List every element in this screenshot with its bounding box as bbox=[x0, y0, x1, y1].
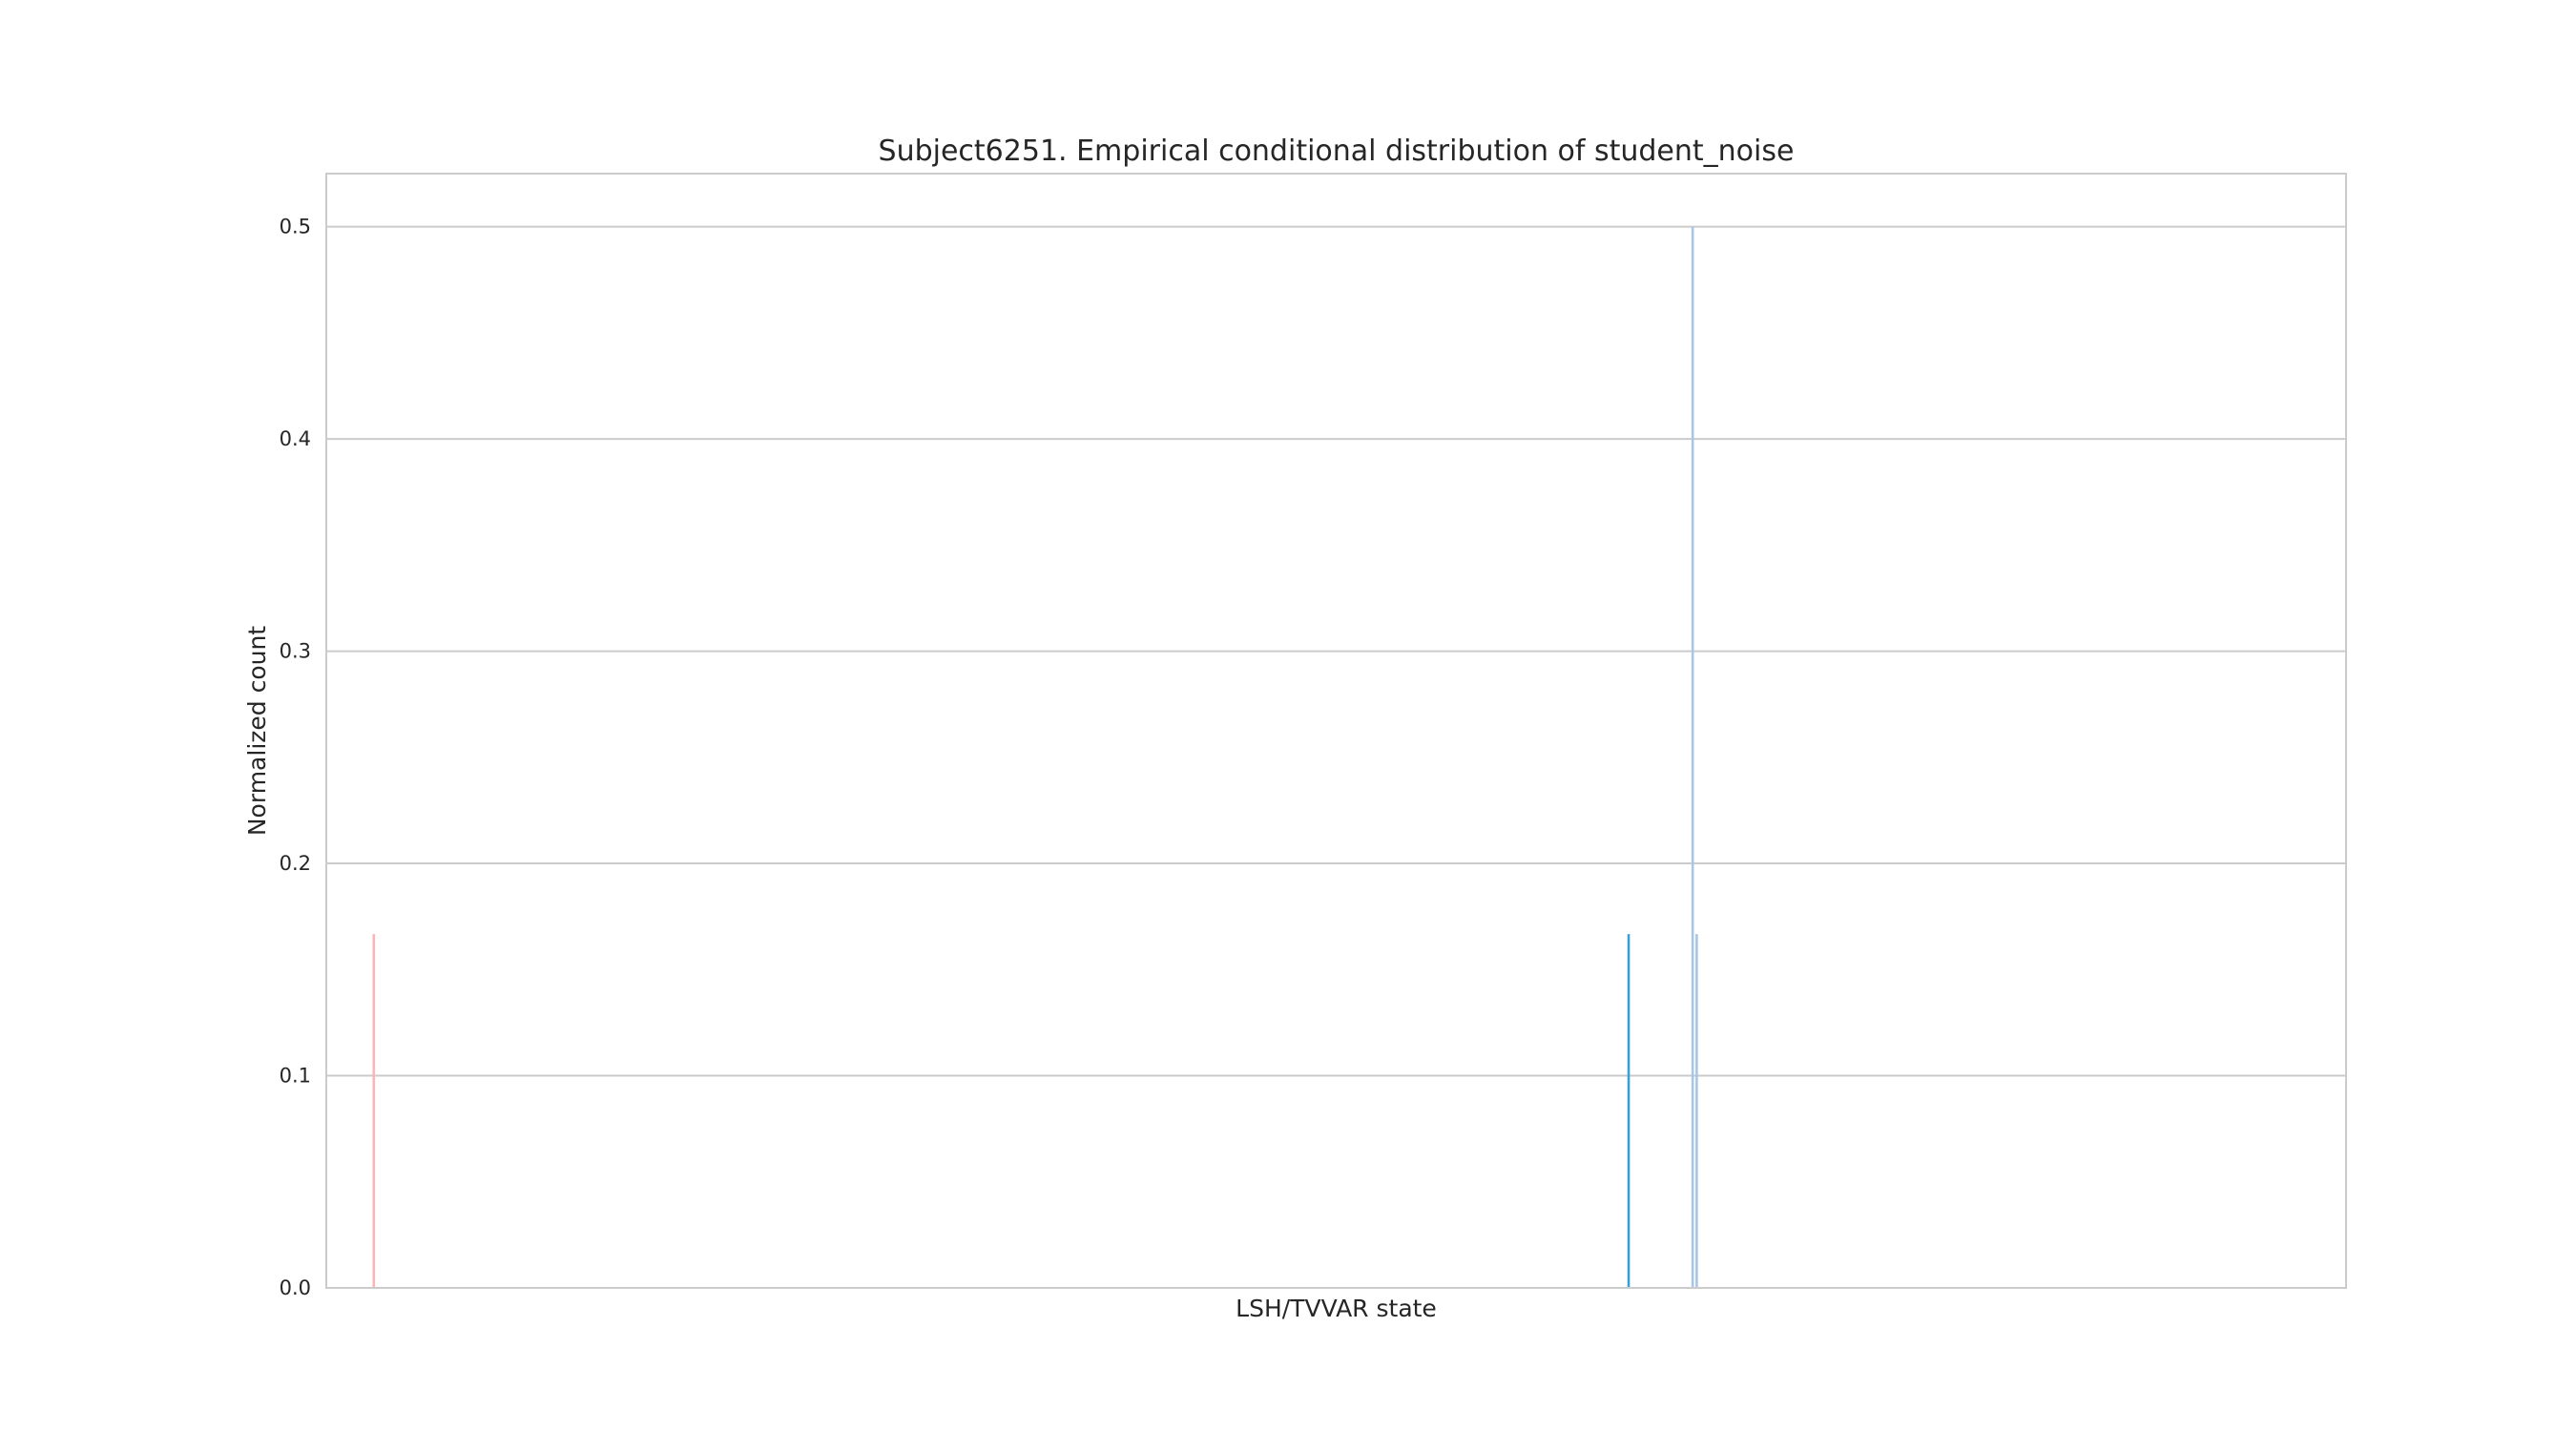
bar bbox=[1627, 934, 1631, 1288]
grid-lines bbox=[326, 225, 2346, 1289]
y-tick-label: 0.1 bbox=[280, 1065, 311, 1088]
plot-frame bbox=[325, 173, 2347, 1289]
bar bbox=[1695, 934, 1698, 1288]
y-axis-label: Normalized count bbox=[243, 626, 271, 836]
y-tick-label: 0.3 bbox=[280, 640, 311, 663]
y-tick-label: 0.2 bbox=[280, 852, 311, 875]
y-tick-label: 0.4 bbox=[280, 427, 311, 450]
x-axis-label: LSH/TVVAR state bbox=[1236, 1295, 1437, 1322]
bar bbox=[372, 934, 376, 1288]
y-tick-labels: 0.0 0.1 0.2 0.3 0.4 0.5 bbox=[280, 216, 311, 1299]
bar bbox=[1691, 226, 1694, 1289]
bars bbox=[372, 226, 1698, 1289]
chart-title: Subject6251. Empirical conditional distr… bbox=[879, 135, 1795, 168]
y-tick-label: 0.5 bbox=[280, 216, 311, 238]
y-tick-label: 0.0 bbox=[280, 1276, 311, 1299]
